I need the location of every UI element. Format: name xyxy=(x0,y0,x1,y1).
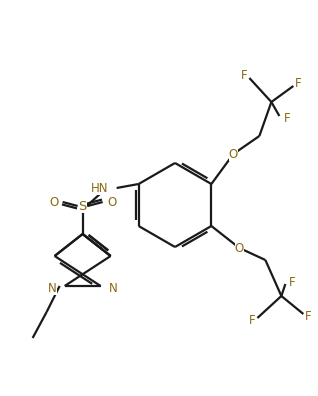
Text: O: O xyxy=(107,196,116,209)
Text: F: F xyxy=(295,76,302,89)
Text: O: O xyxy=(229,147,238,160)
Text: N: N xyxy=(48,282,57,295)
Text: F: F xyxy=(249,314,256,327)
Text: O: O xyxy=(235,242,244,255)
Text: F: F xyxy=(241,69,248,82)
Text: F: F xyxy=(289,276,296,289)
Text: S: S xyxy=(79,200,87,213)
Text: F: F xyxy=(305,310,312,324)
Text: N: N xyxy=(109,282,117,295)
Text: O: O xyxy=(49,196,58,209)
Text: F: F xyxy=(284,112,291,124)
Text: HN: HN xyxy=(91,181,109,194)
